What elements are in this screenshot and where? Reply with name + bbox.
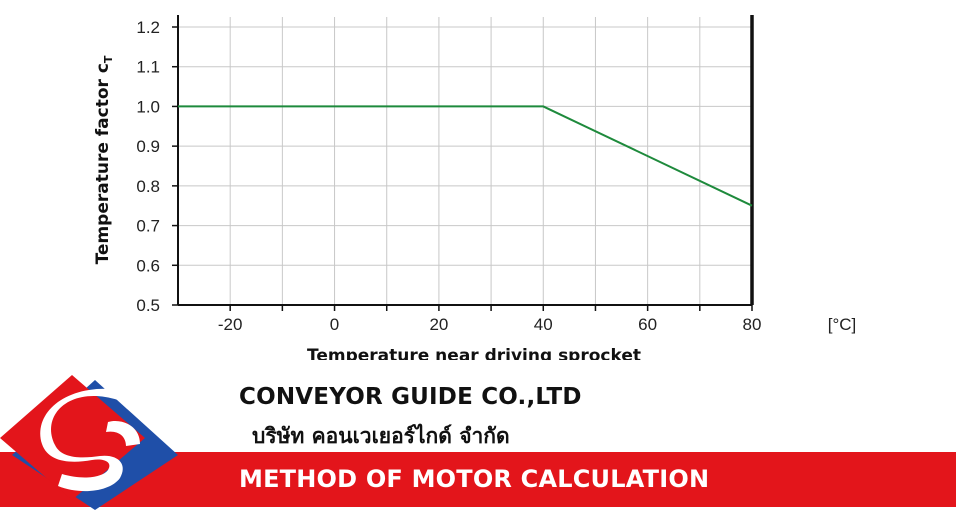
y-tick-label: 0.9 — [136, 137, 160, 156]
x-tick-label: 40 — [534, 315, 553, 334]
x-tick-label: 0 — [330, 315, 339, 334]
chart-series — [178, 105, 753, 207]
x-tick-label: 80 — [743, 315, 762, 334]
y-tick-label: 0.8 — [136, 177, 160, 196]
chart-tick-labels: 0.5 0.6 0.7 0.8 0.9 1.0 1.1 1.2 -20 0 20 40 60 80 — [136, 18, 761, 334]
x-axis-unit: [°C] — [828, 315, 857, 334]
y-tick-label: 0.7 — [136, 217, 160, 236]
y-tick-label: 1.1 — [136, 58, 160, 77]
banner-title: METHOD OF MOTOR CALCULATION — [239, 465, 710, 493]
company-name-english: CONVEYOR GUIDE CO.,LTD — [239, 384, 582, 410]
y-tick-label: 1.0 — [136, 97, 160, 116]
y-tick-label: 0.6 — [136, 256, 160, 275]
temperature-factor-chart: 0.5 0.6 0.7 0.8 0.9 1.0 1.1 1.2 -20 0 20 40 60 80 Tem… — [93, 15, 857, 366]
chart-grid — [178, 17, 752, 306]
x-tick-label: -20 — [218, 315, 243, 334]
y-tick-label: 0.5 — [136, 296, 160, 315]
company-logo-icon — [0, 375, 178, 510]
chart-axes — [172, 15, 754, 311]
company-name-thai: บริษัท คอนเวเยอร์ไกด์ จำกัด — [252, 424, 510, 448]
series-line — [178, 105, 753, 207]
x-tick-label: 60 — [638, 315, 657, 334]
x-tick-label: 20 — [429, 315, 448, 334]
y-tick-label: 1.2 — [136, 18, 160, 37]
y-axis-title: Temperature factor cT — [93, 55, 115, 264]
